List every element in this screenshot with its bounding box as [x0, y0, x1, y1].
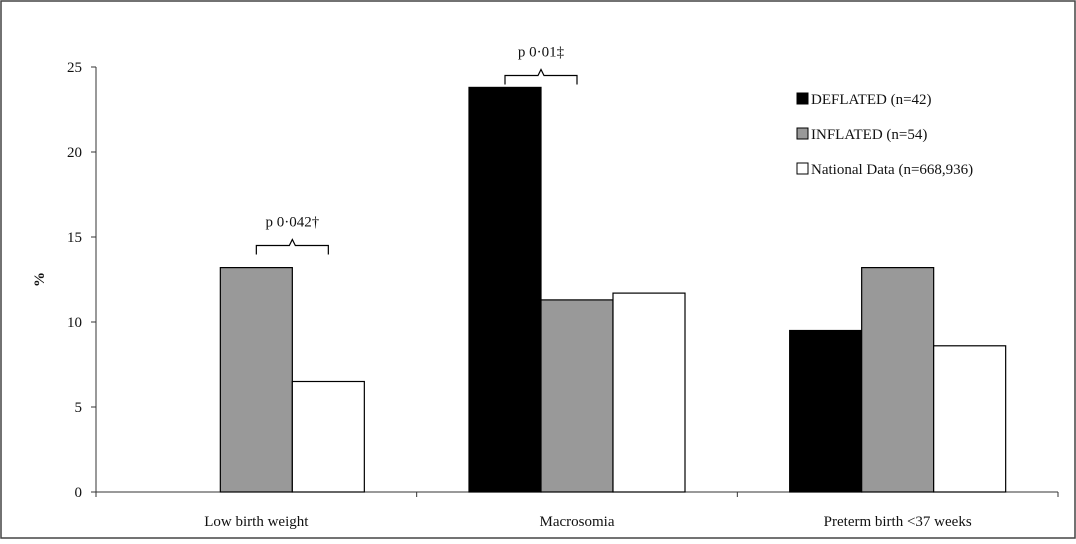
- x-category-label: Preterm birth <37 weeks: [824, 514, 972, 530]
- bar: [861, 267, 935, 493]
- bar: [468, 86, 542, 493]
- x-category-label: Macrosomia: [540, 514, 615, 530]
- legend-label: National Data (n=668,936): [811, 162, 973, 178]
- y-tick-label: 0: [75, 485, 83, 501]
- legend-swatch: [796, 92, 809, 105]
- bar: [789, 329, 863, 493]
- bar: [540, 299, 614, 493]
- y-tick-label: 20: [67, 145, 82, 161]
- x-category-label: Low birth weight: [204, 514, 309, 530]
- bar: [933, 345, 1007, 493]
- y-tick-label: 25: [67, 60, 82, 76]
- legend-label: DEFLATED (n=42): [811, 92, 932, 108]
- y-tick-label: 10: [67, 315, 82, 331]
- bar: [291, 380, 365, 493]
- significance-bracket: [504, 68, 578, 85]
- bar: [612, 292, 686, 493]
- significance-label: p 0·01‡: [518, 45, 565, 61]
- y-tick-label: 5: [75, 400, 83, 416]
- significance-bracket: [255, 238, 329, 255]
- y-axis-label: %: [32, 272, 48, 287]
- y-tick-label: 15: [67, 230, 82, 246]
- significance-label: p 0·042†: [265, 215, 319, 231]
- legend-swatch: [796, 127, 809, 140]
- legend-label: INFLATED (n=54): [811, 127, 927, 143]
- bar: [219, 267, 293, 493]
- legend-swatch: [796, 162, 809, 175]
